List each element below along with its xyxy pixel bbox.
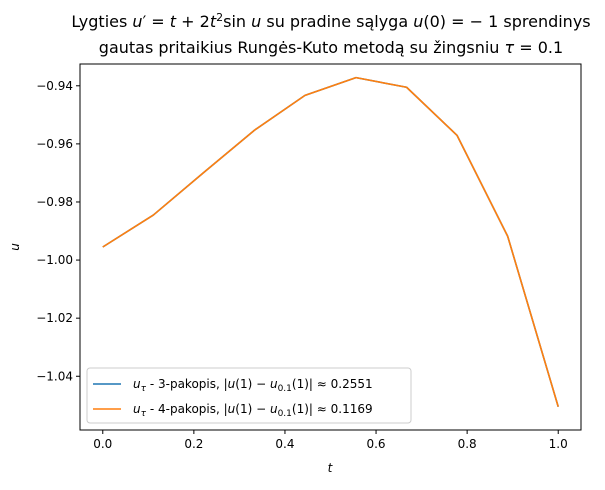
x-tick-label: 0.0 — [93, 437, 112, 451]
chart-title-line-1: Lygties u′ = t + 2t2sin u su pradine sąl… — [71, 11, 590, 32]
x-tick-label: 1.0 — [549, 437, 568, 451]
x-tick-label: 0.6 — [366, 437, 385, 451]
y-axis-label: u — [8, 243, 22, 251]
chart-title-line-2: gautas pritaikius Rungės-Kuto metodą su … — [99, 38, 563, 57]
y-tick-label: −0.98 — [36, 195, 73, 209]
x-axis-label: t — [328, 461, 334, 475]
x-tick-label: 0.8 — [458, 437, 477, 451]
y-tick-label: −0.96 — [36, 137, 73, 151]
legend: uτ - 3-pakopis, |u(1) − u0.1(1)| ≈ 0.255… — [86, 367, 412, 424]
y-tick-label: −1.04 — [36, 369, 73, 383]
series-lines — [102, 76, 559, 407]
legend-box — [86, 367, 412, 424]
y-tick-label: −1.00 — [36, 253, 73, 267]
y-tick-label: −1.02 — [36, 311, 73, 325]
series-line-4-pakopis — [102, 76, 559, 407]
legend-label-4-pakopis: uτ - 4-pakopis, |u(1) − u0.1(1)| ≈ 0.116… — [133, 402, 373, 419]
x-axis: 0.0 0.2 0.4 0.6 0.8 1.0 — [93, 430, 568, 451]
y-axis: −0.94 −0.96 −0.98 −1.00 −1.02 −1.04 — [36, 79, 80, 383]
y-tick-label: −0.94 — [36, 79, 73, 93]
x-tick-label: 0.4 — [275, 437, 294, 451]
x-tick-label: 0.2 — [184, 437, 203, 451]
legend-label-3-pakopis: uτ - 3-pakopis, |u(1) − u0.1(1)| ≈ 0.255… — [133, 377, 373, 394]
